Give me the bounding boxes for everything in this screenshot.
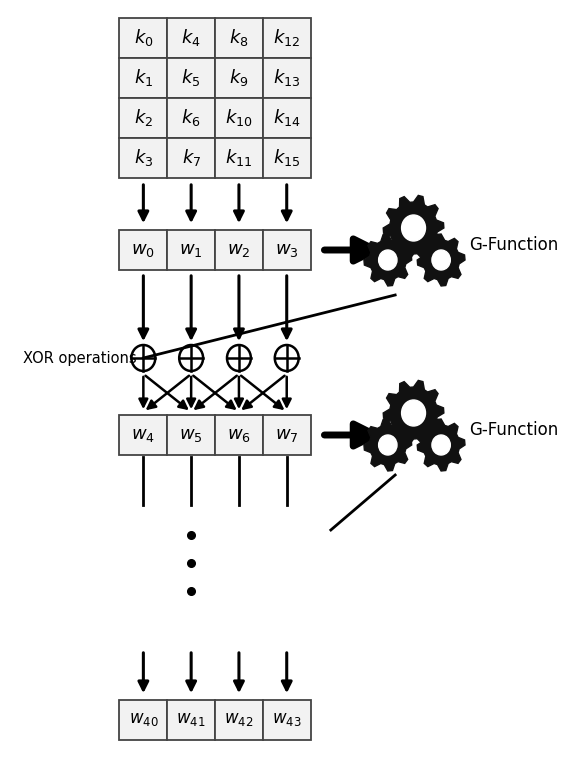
Text: $w_4$: $w_4$ xyxy=(131,426,155,444)
Circle shape xyxy=(379,250,397,270)
Text: $k_{11}$: $k_{11}$ xyxy=(225,148,252,169)
Text: $w_{41}$: $w_{41}$ xyxy=(177,711,206,729)
FancyBboxPatch shape xyxy=(168,138,215,178)
FancyBboxPatch shape xyxy=(119,58,168,98)
Text: $k_{12}$: $k_{12}$ xyxy=(273,27,301,48)
Circle shape xyxy=(432,250,451,270)
FancyBboxPatch shape xyxy=(119,18,168,58)
Polygon shape xyxy=(417,234,465,286)
FancyBboxPatch shape xyxy=(215,415,263,455)
FancyBboxPatch shape xyxy=(168,230,215,270)
FancyBboxPatch shape xyxy=(215,138,263,178)
Text: $w_{42}$: $w_{42}$ xyxy=(224,711,254,729)
FancyBboxPatch shape xyxy=(119,230,168,270)
FancyBboxPatch shape xyxy=(168,18,215,58)
Text: $k_1$: $k_1$ xyxy=(134,67,153,88)
Polygon shape xyxy=(417,419,465,471)
FancyBboxPatch shape xyxy=(263,98,311,138)
Text: $k_{13}$: $k_{13}$ xyxy=(273,67,301,88)
Text: $k_7$: $k_7$ xyxy=(182,148,201,169)
FancyBboxPatch shape xyxy=(215,230,263,270)
FancyBboxPatch shape xyxy=(263,138,311,178)
FancyBboxPatch shape xyxy=(168,415,215,455)
Text: $k_4$: $k_4$ xyxy=(181,27,201,48)
FancyBboxPatch shape xyxy=(215,700,263,740)
FancyBboxPatch shape xyxy=(263,415,311,455)
Text: $k_{14}$: $k_{14}$ xyxy=(273,108,301,129)
FancyBboxPatch shape xyxy=(119,138,168,178)
Text: $w_7$: $w_7$ xyxy=(275,426,298,444)
Text: $k_{15}$: $k_{15}$ xyxy=(273,148,301,169)
Text: $w_0$: $w_0$ xyxy=(131,241,155,259)
Circle shape xyxy=(402,215,426,241)
Text: $k_3$: $k_3$ xyxy=(134,148,153,169)
Polygon shape xyxy=(383,195,444,261)
Polygon shape xyxy=(383,380,444,446)
FancyBboxPatch shape xyxy=(263,230,311,270)
FancyBboxPatch shape xyxy=(119,700,168,740)
Text: $w_1$: $w_1$ xyxy=(179,241,203,259)
FancyBboxPatch shape xyxy=(263,700,311,740)
Text: $k_{10}$: $k_{10}$ xyxy=(225,108,253,129)
FancyBboxPatch shape xyxy=(168,98,215,138)
FancyBboxPatch shape xyxy=(119,98,168,138)
Text: $k_0$: $k_0$ xyxy=(134,27,153,48)
Text: $w_3$: $w_3$ xyxy=(275,241,298,259)
Polygon shape xyxy=(364,234,411,286)
Text: $k_9$: $k_9$ xyxy=(229,67,248,88)
Text: $w_6$: $w_6$ xyxy=(227,426,251,444)
FancyBboxPatch shape xyxy=(215,18,263,58)
FancyBboxPatch shape xyxy=(215,58,263,98)
FancyBboxPatch shape xyxy=(119,415,168,455)
FancyBboxPatch shape xyxy=(215,98,263,138)
Text: G-Function: G-Function xyxy=(469,236,558,254)
FancyBboxPatch shape xyxy=(168,58,215,98)
Text: $w_5$: $w_5$ xyxy=(179,426,203,444)
Text: $k_5$: $k_5$ xyxy=(182,67,201,88)
FancyBboxPatch shape xyxy=(263,58,311,98)
Text: $k_8$: $k_8$ xyxy=(229,27,248,48)
Text: G-Function: G-Function xyxy=(469,421,558,439)
Text: XOR operations: XOR operations xyxy=(23,351,136,366)
Circle shape xyxy=(402,400,426,426)
FancyBboxPatch shape xyxy=(263,18,311,58)
Circle shape xyxy=(379,435,397,455)
Polygon shape xyxy=(364,419,411,471)
FancyBboxPatch shape xyxy=(168,700,215,740)
Text: $k_2$: $k_2$ xyxy=(134,108,153,129)
Text: $k_6$: $k_6$ xyxy=(181,108,201,129)
Text: $w_{43}$: $w_{43}$ xyxy=(272,711,302,729)
Circle shape xyxy=(432,435,451,455)
Text: $w_{40}$: $w_{40}$ xyxy=(128,711,158,729)
Text: $w_2$: $w_2$ xyxy=(227,241,251,259)
